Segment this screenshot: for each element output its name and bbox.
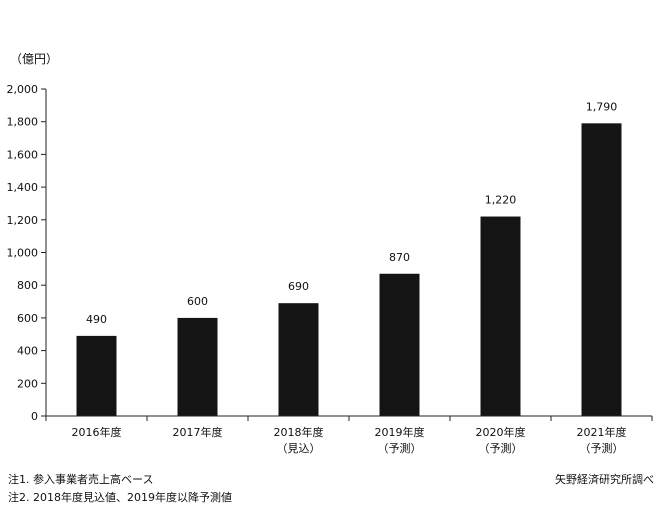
y-tick-label: 400 — [17, 345, 38, 358]
bar — [177, 317, 218, 416]
bar — [76, 335, 117, 416]
x-axis: 2016年度 2017年度 2018年度 （見込） 2019年度 （予測） 2020年度 （予… — [45, 415, 653, 455]
x-category-label: （予測） — [378, 441, 422, 455]
x-category-label: 2018年度 — [274, 425, 324, 439]
bars: 490 600 690 870 1,220 1,790 — [76, 100, 622, 417]
bar-value-label: 1,790 — [586, 100, 618, 113]
bar — [379, 273, 420, 416]
x-category-label: 2019年度 — [375, 425, 425, 439]
x-category-label: 2021年度 — [577, 425, 627, 439]
y-tick-label: 1,600 — [7, 148, 39, 161]
source-credit: 矢野経済研究所調べ — [555, 473, 654, 486]
y-tick-label: 1,400 — [7, 181, 39, 194]
bar — [480, 216, 521, 416]
x-category-label: （予測） — [580, 441, 624, 455]
bar-value-label: 600 — [187, 295, 208, 308]
x-category-label: 2017年度 — [173, 425, 223, 439]
x-category-label: （見込） — [277, 442, 321, 455]
bar-value-label: 1,220 — [485, 194, 517, 207]
bar — [278, 303, 319, 416]
y-tick-label: 600 — [17, 312, 38, 325]
note-1: 注1. 参入事業者売上高ベース — [8, 473, 154, 486]
y-tick-label: 1,000 — [7, 247, 39, 260]
bar-value-label: 690 — [288, 280, 309, 293]
bar-value-label: 870 — [389, 251, 410, 264]
y-tick-label: 800 — [17, 279, 38, 292]
y-axis: 0 200 400 600 800 1,000 1,200 1,400 1,600 1,800 2,… — [7, 83, 47, 423]
x-category-label: 2020年度 — [476, 425, 526, 439]
x-category-label: 2016年度 — [72, 425, 122, 439]
y-tick-label: 1,200 — [7, 214, 39, 227]
bar-value-label: 490 — [86, 313, 107, 326]
y-tick-label: 1,800 — [7, 116, 39, 129]
y-tick-label: 2,000 — [7, 83, 39, 96]
x-category-label: （予測） — [479, 441, 523, 455]
y-tick-label: 200 — [17, 377, 38, 390]
y-tick-label: 0 — [31, 410, 38, 423]
note-2: 注2. 2018年度見込値、2019年度以降予測値 — [8, 491, 232, 504]
y-axis-unit-label: （億円） — [10, 52, 58, 66]
bar — [581, 123, 622, 417]
